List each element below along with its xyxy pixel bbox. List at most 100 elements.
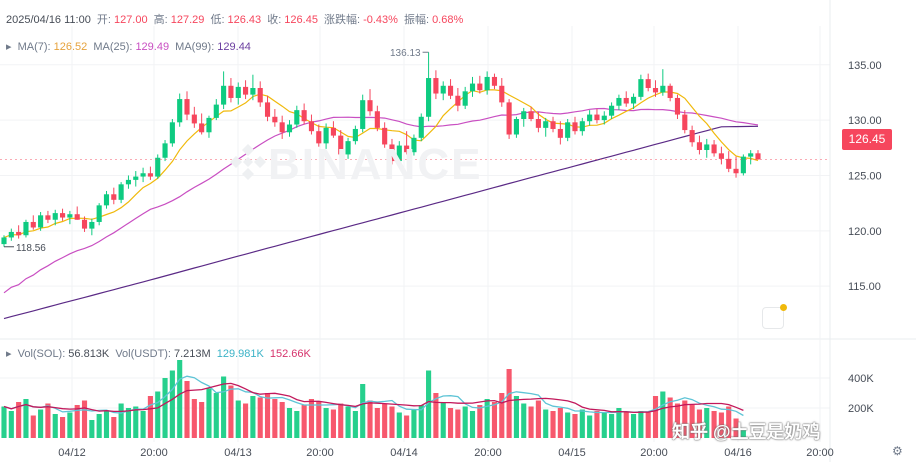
volume-bar — [426, 370, 432, 438]
change-value: -0.43% — [363, 14, 398, 26]
volume-bar — [528, 406, 534, 438]
volume-bar — [191, 399, 197, 438]
candle-body — [418, 116, 424, 138]
candle-body — [689, 130, 695, 143]
candle-body — [67, 214, 73, 218]
volume-bar — [616, 408, 622, 438]
candle-body — [411, 137, 417, 153]
volume-bar — [133, 406, 139, 438]
volume-bar — [623, 412, 629, 438]
volume-bar — [1, 406, 7, 438]
open-value: 127.00 — [113, 14, 148, 26]
candle-body — [23, 221, 29, 236]
volume-bar — [52, 414, 58, 438]
volume-bar — [45, 403, 51, 438]
volume-bar — [264, 393, 271, 438]
volume-bar — [726, 406, 732, 438]
candle-body — [389, 144, 395, 162]
ma99-value: 129.44 — [217, 41, 251, 53]
last-price-tag: 126.45 — [842, 129, 892, 150]
candle-body — [74, 214, 80, 220]
volume-bar — [499, 393, 505, 438]
ma25-label: MA(25): — [93, 41, 133, 53]
volume-bar — [279, 402, 285, 438]
volume-bar — [316, 402, 322, 438]
candle-body — [308, 121, 315, 132]
volume-bar — [674, 403, 681, 438]
candle-body — [447, 85, 454, 96]
volume-bar — [469, 411, 476, 438]
volume-bar — [506, 369, 512, 438]
candle-body — [667, 85, 673, 98]
price-tick-label: 135.00 — [848, 60, 882, 72]
ma-legend[interactable]: ▸ MA(7): 126.52 MA(25): 129.49 MA(99): 129.… — [6, 40, 254, 53]
amplitude-value: 0.68% — [432, 14, 464, 26]
volume-bar — [535, 400, 541, 438]
candle-body — [477, 83, 483, 91]
notes-button[interactable] — [762, 304, 787, 329]
collapse-chevron-icon[interactable]: ▸ — [6, 41, 12, 53]
volume-bar — [645, 412, 651, 438]
volume-bar — [382, 403, 388, 438]
settings-icon[interactable]: ⚙ — [892, 444, 903, 458]
time-tick-label: 04/13 — [224, 447, 252, 459]
time-tick-label: 04/14 — [390, 447, 418, 459]
candle-body — [704, 144, 710, 150]
time-tick-label: 20:00 — [306, 447, 334, 459]
candle-body — [125, 179, 132, 185]
volume-bar — [352, 411, 358, 438]
candle-body — [404, 145, 410, 153]
volume-bar — [89, 420, 95, 438]
ma25-value: 129.49 — [135, 41, 170, 53]
candle-body — [630, 96, 637, 104]
volume-bar — [272, 399, 278, 438]
volume-bar — [440, 402, 446, 438]
price-tick-label: 125.00 — [848, 170, 882, 182]
volume-bar — [360, 384, 366, 438]
candle-body — [382, 127, 388, 145]
time-tick-label: 04/15 — [558, 447, 586, 459]
ohlc-header: 2025/04/16 11:00 开: 127.00 高: 127.29 低: 126… — [6, 11, 466, 27]
volume-chevron-icon[interactable]: ▸ — [6, 348, 12, 360]
volume-bar — [338, 403, 344, 438]
candle-body — [316, 131, 322, 144]
candle-body — [396, 145, 402, 162]
volume-bar — [184, 381, 190, 438]
vol-usdt-label: Vol(USDT): — [115, 348, 171, 360]
volume-bar — [594, 411, 600, 438]
volume-bar — [389, 406, 395, 438]
volume-bar — [345, 406, 351, 438]
candle-body — [140, 173, 146, 177]
candle-body — [718, 153, 724, 159]
volume-bar — [250, 396, 256, 438]
candle-body — [462, 91, 468, 106]
candle-body — [601, 115, 607, 121]
volume-bar — [740, 429, 746, 438]
high-label: 高: — [153, 14, 168, 26]
candle-body — [469, 83, 476, 92]
candle-body — [264, 102, 271, 117]
price-tick-label: 120.00 — [848, 226, 882, 238]
low-label: 低: — [210, 14, 225, 26]
volume-bar — [557, 408, 563, 438]
candle-body — [235, 86, 241, 98]
candle-body — [257, 88, 263, 103]
candle-body — [118, 184, 124, 200]
moving-average-lines — [3, 89, 759, 320]
volume-bar — [74, 405, 80, 438]
candle-body — [374, 111, 380, 128]
candle-body — [338, 135, 344, 155]
watermark-text: BINANCE — [268, 140, 483, 189]
volume-bar — [455, 409, 461, 438]
volume-bar — [447, 408, 454, 438]
volume-bar — [667, 397, 673, 438]
volume-bar — [294, 411, 300, 438]
volume-bar — [704, 408, 710, 438]
candle-body — [550, 121, 556, 129]
ma99-label: MA(99): — [175, 41, 215, 53]
time-tick-label: 04/12 — [58, 447, 86, 459]
volume-bar — [433, 393, 439, 438]
candle-body — [89, 221, 95, 229]
volume-legend[interactable]: ▸ Vol(SOL): 56.813K Vol(USDT): 7.213M 129.… — [6, 347, 314, 360]
